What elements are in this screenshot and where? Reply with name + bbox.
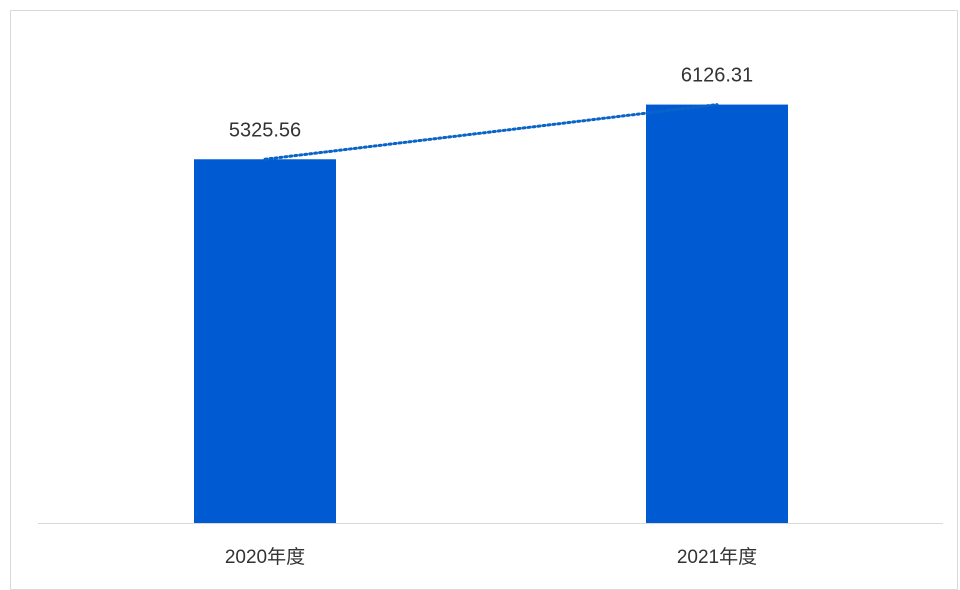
bar-2 [646, 104, 788, 523]
data-label-2: 6126.31 [681, 65, 753, 87]
chart-frame [10, 10, 958, 590]
chart-labels: 5325.56 2020年度 6126.31 2021年度 [225, 65, 757, 568]
chart-marks [194, 104, 788, 523]
x-tick-label-1: 2020年度 [225, 546, 305, 568]
data-label-1: 5325.56 [229, 119, 301, 141]
trendline [263, 103, 719, 161]
bar-1 [194, 159, 336, 523]
x-tick-label-2: 2021年度 [677, 546, 757, 568]
